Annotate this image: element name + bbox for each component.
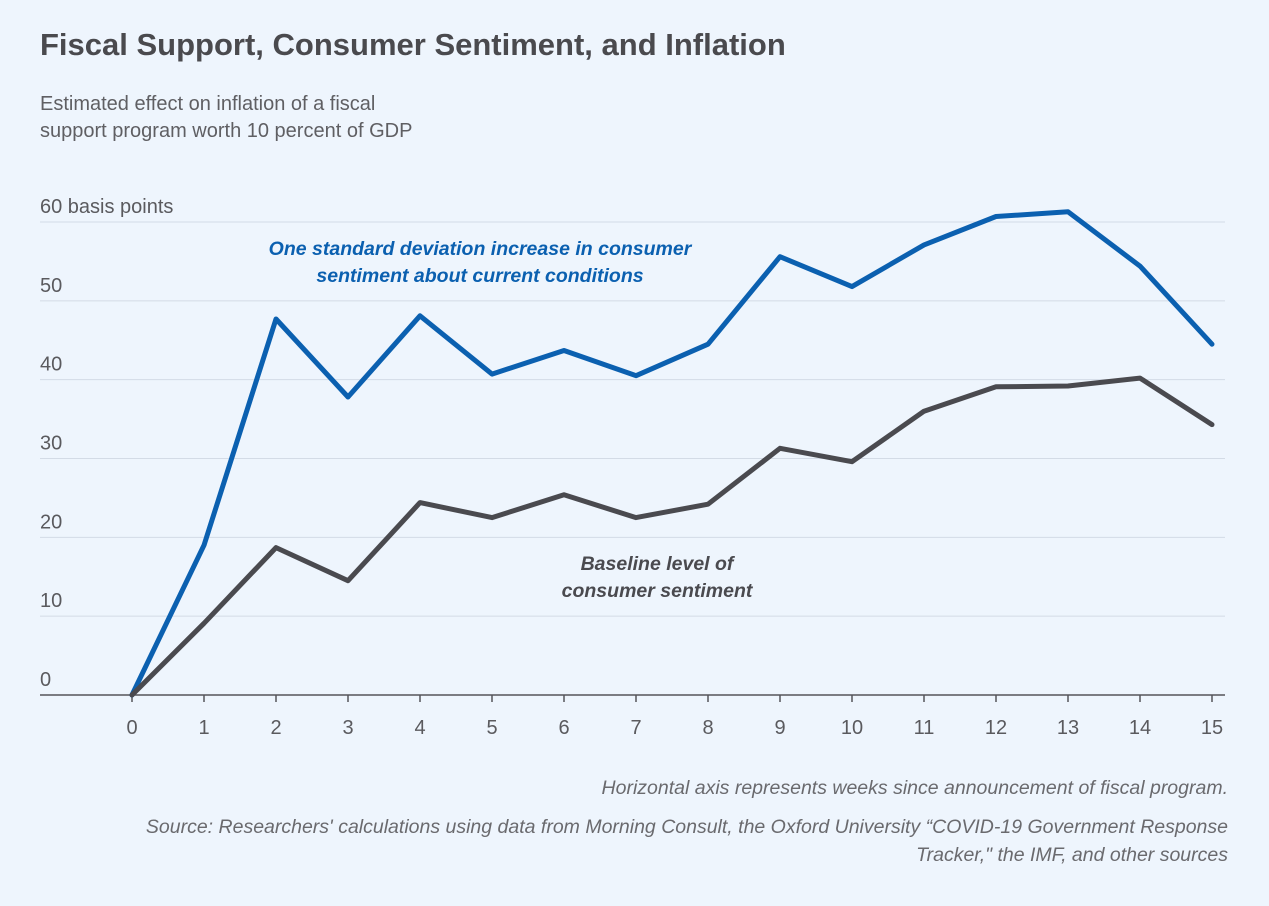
series-label: Baseline level of	[581, 553, 736, 575]
y-tick-label: 60 basis points	[40, 196, 173, 218]
x-tick-label: 9	[774, 717, 785, 739]
x-tick-label: 11	[914, 717, 935, 739]
y-tick-label: 0	[40, 669, 51, 691]
series-label: consumer sentiment	[562, 580, 754, 602]
source-note: Tracker," the IMF, and other sources	[916, 844, 1228, 866]
y-tick-label: 50	[40, 275, 62, 297]
x-tick-label: 7	[630, 717, 641, 739]
series-line	[129, 209, 1215, 698]
x-tick-label: 12	[985, 717, 1007, 739]
x-tick-label: 2	[270, 717, 281, 739]
x-tick-label: 13	[1057, 717, 1079, 739]
x-tick-label: 8	[702, 717, 713, 739]
y-tick-label: 20	[40, 511, 62, 533]
chart-subtitle: support program worth 10 percent of GDP	[40, 120, 412, 142]
chart-title: Fiscal Support, Consumer Sentiment, and …	[40, 27, 786, 62]
x-tick-label: 14	[1129, 717, 1151, 739]
series-label: One standard deviation increase in consu…	[269, 238, 693, 260]
x-tick-label: 3	[342, 717, 353, 739]
axis-note: Horizontal axis represents weeks since a…	[602, 777, 1228, 799]
x-tick-label: 5	[486, 717, 497, 739]
series-label: sentiment about current conditions	[316, 265, 643, 287]
x-tick-label: 0	[126, 717, 137, 739]
x-tick-label: 1	[198, 717, 209, 739]
y-tick-label: 10	[40, 590, 62, 612]
series-line	[129, 375, 1215, 698]
y-tick-label: 30	[40, 433, 62, 455]
x-tick-label: 10	[841, 717, 863, 739]
source-note: Source: Researchers' calculations using …	[146, 816, 1228, 838]
x-tick-label: 15	[1201, 717, 1223, 739]
x-tick-label: 6	[558, 717, 569, 739]
x-tick-label: 4	[414, 717, 425, 739]
y-tick-label: 40	[40, 354, 62, 376]
chart-subtitle: Estimated effect on inflation of a fisca…	[40, 93, 375, 115]
